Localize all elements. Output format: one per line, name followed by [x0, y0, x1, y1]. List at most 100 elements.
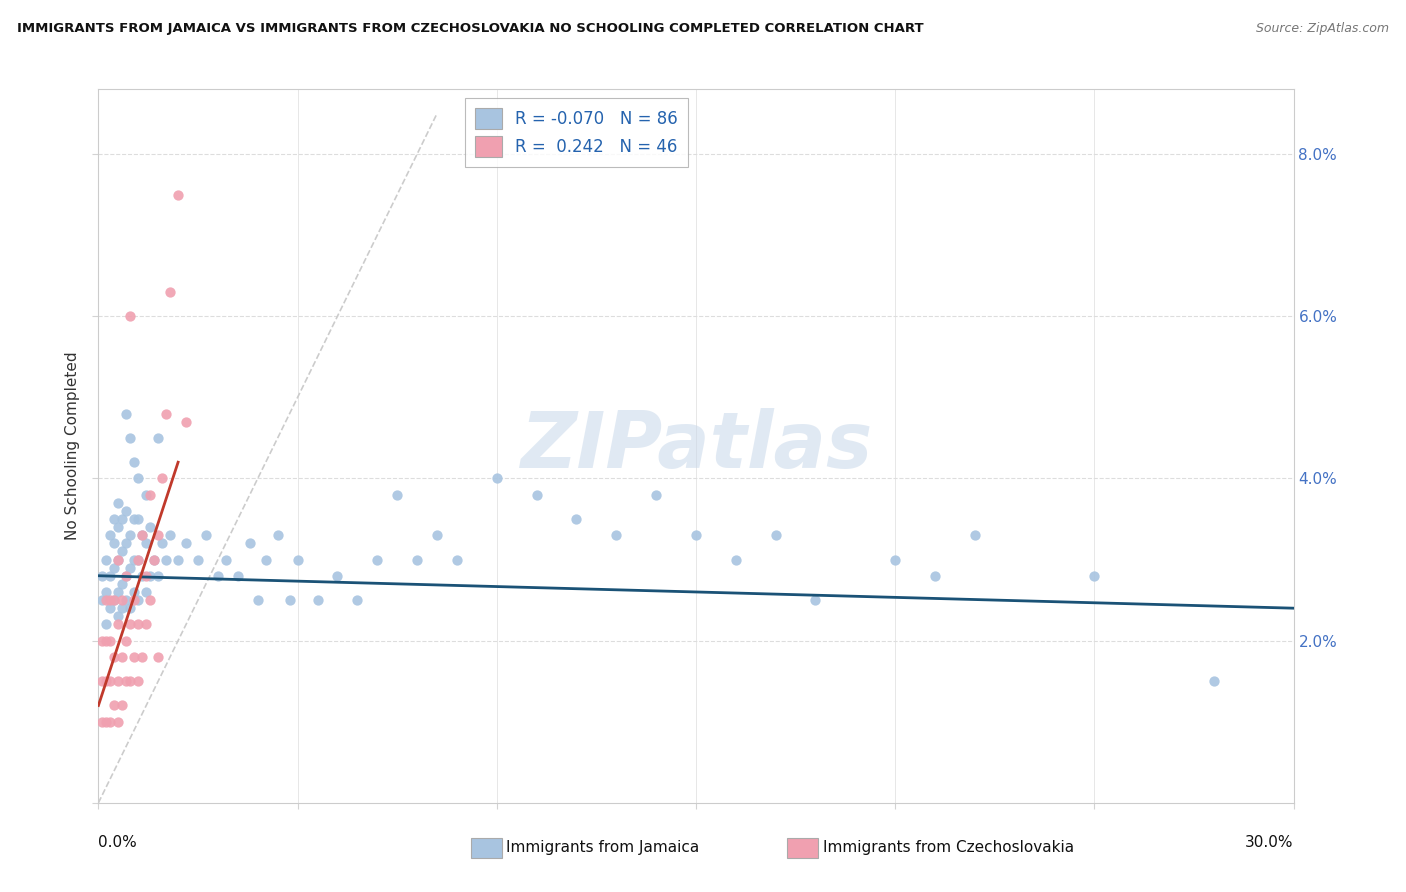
- Point: [107, 617, 129, 632]
- Point: [127, 512, 149, 526]
- Point: [207, 568, 229, 582]
- Point: [167, 187, 190, 202]
- Point: [107, 609, 129, 624]
- Point: [111, 698, 134, 713]
- Point: [124, 512, 146, 526]
- Point: [115, 536, 138, 550]
- Point: [326, 568, 349, 582]
- Text: Immigrants from Czechoslovakia: Immigrants from Czechoslovakia: [823, 840, 1074, 855]
- Point: [100, 714, 122, 729]
- Point: [446, 552, 468, 566]
- Point: [91, 568, 114, 582]
- Point: [124, 585, 146, 599]
- Point: [804, 593, 827, 607]
- Point: [100, 568, 122, 582]
- Point: [195, 528, 218, 542]
- Point: [526, 488, 548, 502]
- Point: [100, 593, 122, 607]
- Point: [115, 674, 138, 689]
- Point: [107, 552, 129, 566]
- Point: [765, 528, 787, 542]
- Point: [124, 649, 146, 664]
- Point: [127, 552, 149, 566]
- Text: 30.0%: 30.0%: [1246, 836, 1294, 850]
- Point: [366, 552, 388, 566]
- Point: [143, 552, 166, 566]
- Point: [96, 617, 118, 632]
- Point: [174, 415, 197, 429]
- Point: [135, 568, 157, 582]
- Point: [148, 431, 170, 445]
- Point: [278, 593, 301, 607]
- Point: [150, 471, 173, 485]
- Point: [426, 528, 449, 542]
- Point: [645, 488, 668, 502]
- Point: [131, 649, 153, 664]
- Text: Source: ZipAtlas.com: Source: ZipAtlas.com: [1256, 22, 1389, 36]
- Point: [111, 593, 134, 607]
- Point: [96, 674, 118, 689]
- Point: [267, 528, 290, 542]
- Point: [884, 552, 907, 566]
- Point: [120, 617, 142, 632]
- Point: [103, 536, 125, 550]
- Point: [107, 520, 129, 534]
- Point: [107, 552, 129, 566]
- Point: [107, 585, 129, 599]
- Point: [143, 552, 166, 566]
- Point: [287, 552, 309, 566]
- Point: [150, 536, 173, 550]
- Point: [124, 455, 146, 469]
- Point: [96, 585, 118, 599]
- Point: [124, 593, 146, 607]
- Point: [254, 552, 277, 566]
- Point: [127, 593, 149, 607]
- Point: [1083, 568, 1105, 582]
- Point: [120, 560, 142, 574]
- Point: [346, 593, 368, 607]
- Point: [485, 471, 508, 485]
- Point: [127, 674, 149, 689]
- Point: [155, 407, 177, 421]
- Point: [91, 633, 114, 648]
- Point: [100, 528, 122, 542]
- Point: [103, 593, 125, 607]
- Point: [605, 528, 627, 542]
- Point: [167, 552, 190, 566]
- Point: [115, 633, 138, 648]
- Legend: R = -0.070   N = 86, R =  0.242   N = 46: R = -0.070 N = 86, R = 0.242 N = 46: [465, 97, 688, 167]
- Point: [91, 714, 114, 729]
- Y-axis label: No Schooling Completed: No Schooling Completed: [65, 351, 80, 541]
- Point: [159, 285, 181, 299]
- Text: Immigrants from Jamaica: Immigrants from Jamaica: [506, 840, 699, 855]
- Point: [107, 674, 129, 689]
- Point: [120, 674, 142, 689]
- Point: [246, 593, 269, 607]
- Point: [111, 577, 134, 591]
- Point: [100, 674, 122, 689]
- Point: [103, 698, 125, 713]
- Point: [115, 504, 138, 518]
- Point: [174, 536, 197, 550]
- Point: [307, 593, 329, 607]
- Point: [96, 714, 118, 729]
- Point: [127, 552, 149, 566]
- Point: [135, 617, 157, 632]
- Point: [111, 649, 134, 664]
- Point: [131, 528, 153, 542]
- Point: [120, 431, 142, 445]
- Point: [139, 488, 162, 502]
- Point: [111, 601, 134, 615]
- Point: [127, 471, 149, 485]
- Text: 0.0%: 0.0%: [98, 836, 138, 850]
- Point: [120, 528, 142, 542]
- Point: [685, 528, 707, 542]
- Point: [226, 568, 249, 582]
- Point: [115, 593, 138, 607]
- Point: [103, 512, 125, 526]
- Point: [91, 593, 114, 607]
- Point: [139, 568, 162, 582]
- Point: [107, 496, 129, 510]
- Point: [131, 568, 153, 582]
- Point: [111, 512, 134, 526]
